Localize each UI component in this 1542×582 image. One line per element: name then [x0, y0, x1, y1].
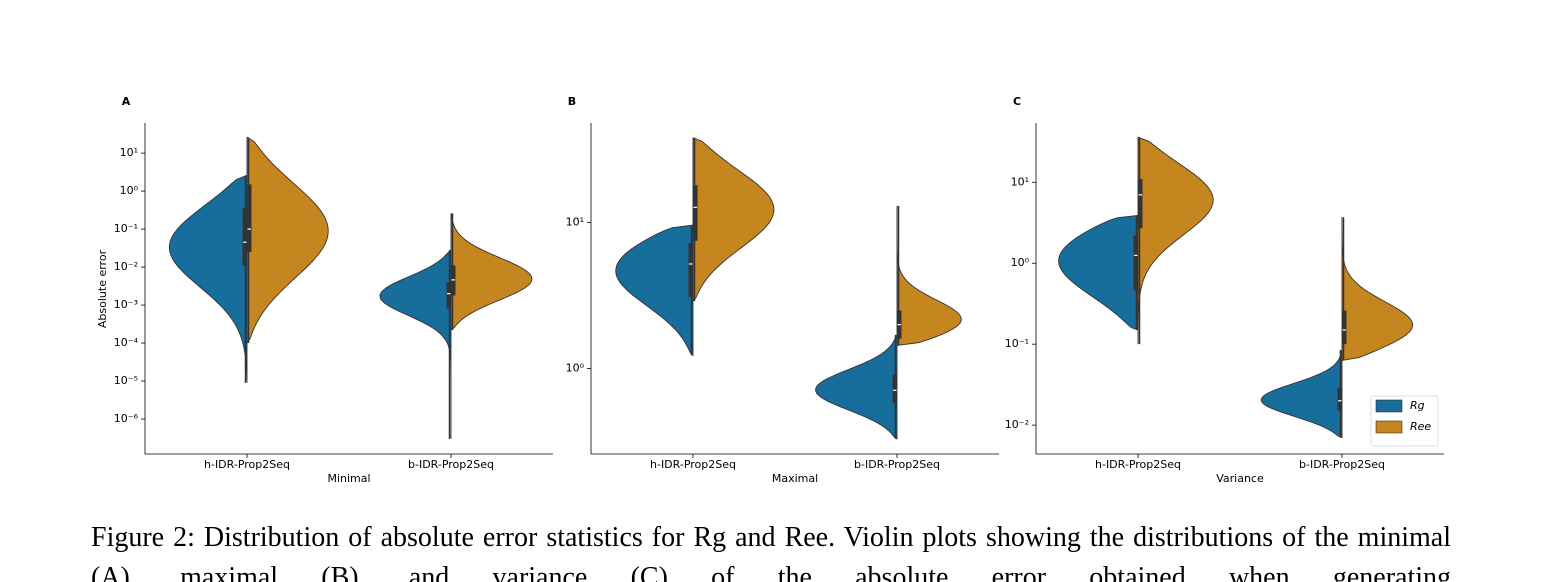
- y-axis-label: Absolute error: [96, 249, 109, 328]
- y-tick-label: 10⁻⁶: [114, 412, 139, 425]
- x-tick-label: b-IDR-Prop2Seq: [854, 458, 940, 471]
- y-tick-label: 10⁻²: [114, 260, 138, 273]
- panel-label: C: [1013, 95, 1021, 108]
- violin-half: [1137, 136, 1214, 345]
- y-tick-label: 10⁻³: [114, 298, 138, 311]
- y-tick-label: 10⁻⁵: [114, 374, 138, 387]
- box: [688, 243, 693, 297]
- violin-half: [246, 136, 329, 345]
- y-tick-label: 10⁰: [1011, 256, 1030, 269]
- x-tick-label: h-IDR-Prop2Seq: [1095, 458, 1181, 471]
- box: [1342, 310, 1347, 345]
- violin-half: [692, 137, 775, 303]
- box: [242, 208, 247, 266]
- violin-half: [815, 333, 898, 440]
- box: [446, 282, 451, 309]
- x-tick-label: h-IDR-Prop2Seq: [204, 458, 290, 471]
- violin-half: [615, 224, 694, 357]
- panel-label: B: [568, 95, 576, 108]
- y-tick-label: 10¹: [120, 146, 138, 159]
- y-tick-label: 10¹: [566, 215, 584, 228]
- y-tick-label: 10⁰: [120, 184, 139, 197]
- legend-label: Rg: [1410, 399, 1425, 412]
- violin-half: [379, 249, 452, 439]
- caption: Figure 2: Distribution of absolute error…: [91, 522, 1451, 582]
- x-tick-label: b-IDR-Prop2Seq: [1299, 458, 1385, 471]
- y-tick-label: 10⁰: [566, 362, 585, 375]
- violin-half: [1341, 217, 1414, 361]
- box: [693, 185, 698, 241]
- box: [1133, 235, 1138, 291]
- violin-half: [1260, 349, 1343, 439]
- y-tick-label: 10⁻¹: [1005, 337, 1029, 350]
- x-axis-label: Variance: [1216, 472, 1264, 485]
- legend-swatch: [1375, 420, 1403, 434]
- violin-half: [450, 213, 533, 331]
- y-tick-label: 10⁻¹: [114, 222, 138, 235]
- box: [247, 184, 252, 252]
- legend-label: Ree: [1410, 420, 1431, 433]
- box: [892, 374, 897, 404]
- y-tick-label: 10⁻²: [1005, 418, 1029, 431]
- violin-half: [896, 205, 962, 346]
- violin-half: [1058, 214, 1139, 331]
- y-tick-label: 10⁻⁴: [114, 336, 139, 349]
- legend-swatch: [1375, 399, 1403, 413]
- box: [1337, 387, 1342, 411]
- box: [1138, 178, 1143, 229]
- figure: A 10⁻⁶ 10⁻⁵ 10⁻⁴ 10⁻³ 10⁻² 10⁻¹ 10⁰ 10¹ Absolute …: [96, 95, 1444, 485]
- violin-half: [168, 174, 248, 383]
- x-tick-label: h-IDR-Prop2Seq: [650, 458, 736, 471]
- x-tick-label: b-IDR-Prop2Seq: [408, 458, 494, 471]
- panel-label: A: [122, 95, 131, 108]
- y-tick-label: 10¹: [1011, 175, 1029, 188]
- x-axis-label: Minimal: [327, 472, 370, 485]
- x-axis-label: Maximal: [772, 472, 818, 485]
